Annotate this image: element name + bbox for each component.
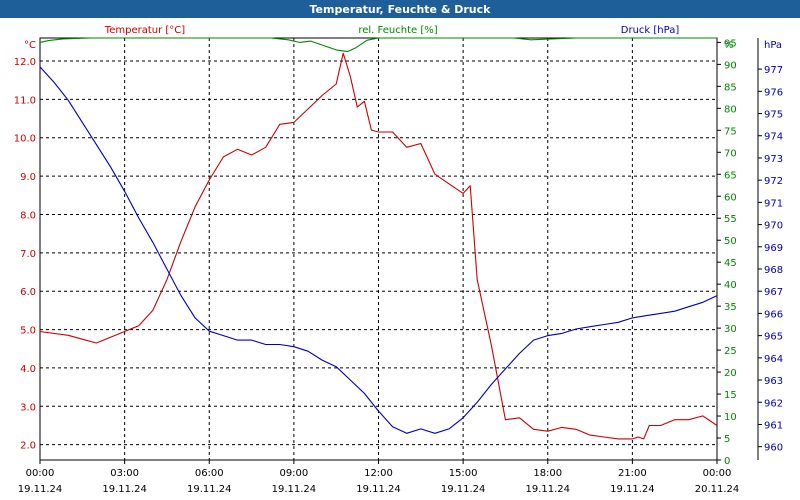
x-tick-date: 19.11.24 [18,484,63,495]
humidity-axis-labels: 0 5 10 15 20 25 30 35 40 45 50 55 60 65 70 75 80 85 90 95% [717,38,737,467]
humidity-tick-label: 25 [724,346,737,357]
humidity-tick-label: 90 [724,60,737,71]
humidity-tick-label: 0 [724,456,730,467]
x-tick-time: 21:00 [618,468,647,479]
pressure-tick-label: 975 [764,110,783,121]
x-tick-time: 09:00 [279,468,308,479]
x-tick-time: 18:00 [533,468,562,479]
pressure-tick-label: 963 [764,376,783,387]
pressure-tick-label: 976 [764,87,783,98]
pressure-tick-label: 967 [764,287,783,298]
plot-frame [39,37,759,461]
humidity-tick-label: 60 [724,192,737,203]
temperature-tick-label: 8.0 [20,210,36,221]
data-series [39,37,718,440]
humidity-tick-label: 30 [724,324,737,335]
pressure-series-line [39,66,718,434]
pressure-tick-label: 974 [764,132,783,143]
humidity-tick-label: 70 [724,148,737,159]
x-tick-time: 06:00 [195,468,224,479]
temperature-tick-label: 3.0 [20,402,36,413]
humidity-tick-label: 45 [724,258,737,269]
humidity-tick-label: 10 [724,412,737,423]
temperature-tick-label: 12.0 [14,57,36,68]
humidity-tick-label: 95 [724,38,737,49]
grid-lines [40,38,717,460]
x-tick-time: 00:00 [703,468,732,479]
x-tick-date: 19.11.24 [102,484,147,495]
pressure-tick-label: 970 [764,221,783,232]
humidity-tick-label: 15 [724,390,737,401]
pressure-tick-label: 973 [764,154,783,165]
pressure-tick-label: 977 [764,65,783,76]
temperature-tick-label: 11.0 [14,95,36,106]
x-tick-date: 19.11.24 [441,484,486,495]
temperature-unit-label: °C [24,40,36,51]
temperature-axis-labels: 2.0 3.0 4.0 5.0 6.0 7.0 8.0 9.0 10.0 11.0 12.0 °C [14,40,36,452]
humidity-tick-label: 50 [724,236,737,247]
humidity-tick-label: 55 [724,214,737,225]
temperature-series-line [39,52,718,440]
temperature-tick-label: 4.0 [20,364,36,375]
pressure-tick-label: 966 [764,309,783,320]
pressure-axis-title: Druck [hPa] [621,25,680,36]
x-tick-date: 19.11.24 [187,484,232,495]
x-tick-time: 12:00 [364,468,393,479]
temperature-tick-label: 10.0 [14,134,36,145]
temperature-axis-title: Temperatur [°C] [104,25,185,36]
humidity-tick-label: 85 [724,82,737,93]
chart-title: Temperatur, Feuchte & Druck [309,2,491,16]
chart-title-bar: Temperatur, Feuchte & Druck [0,0,800,18]
humidity-tick-label: 5 [724,434,730,445]
x-tick-time: 15:00 [449,468,478,479]
humidity-series-line [39,37,717,53]
humidity-tick-label: 80 [724,104,737,115]
axis-titles: Temperatur [°C] rel. Feuchte [%] Druck [hP… [104,25,680,36]
temperature-tick-label: 7.0 [20,249,36,260]
pressure-tick-label: 972 [764,176,783,187]
pressure-tick-label: 962 [764,398,783,409]
humidity-tick-label: 75 [724,126,737,137]
x-tick-time: 03:00 [110,468,139,479]
temperature-tick-label: 6.0 [20,287,36,298]
humidity-tick-label: 40 [724,280,737,291]
x-tick-date: 19.11.24 [272,484,317,495]
humidity-tick-label: 65 [724,170,737,181]
pressure-tick-label: 965 [764,332,783,343]
pressure-tick-label: 960 [764,443,783,454]
temperature-tick-label: 9.0 [20,172,36,183]
x-tick-time: 00:00 [26,468,55,479]
humidity-tick-label: 35 [724,302,737,313]
humidity-unit-label: % [724,40,734,51]
pressure-tick-label: 961 [764,420,783,431]
x-tick-date: 19.11.24 [356,484,401,495]
pressure-tick-label: 968 [764,265,783,276]
x-tick-date: 20.11.24 [695,484,740,495]
pressure-tick-label: 971 [764,198,783,209]
pressure-tick-label: 964 [764,354,783,365]
pressure-tick-label: 969 [764,243,783,254]
x-tick-date: 19.11.24 [525,484,570,495]
temperature-tick-label: 5.0 [20,326,36,337]
temperature-tick-label: 2.0 [20,441,36,452]
humidity-axis-title: rel. Feuchte [%] [358,25,437,36]
humidity-tick-label: 20 [724,368,737,379]
x-tick-date: 19.11.24 [610,484,655,495]
pressure-axis-labels: 960 961 962 963 964 965 966 967 968 969 970 971 972 9… [758,40,783,454]
pressure-unit-label: hPa [764,40,782,51]
x-axis-labels: 00:00 19.11.24 03:00 19.11.24 06:00 19.11.24 0… [18,460,740,495]
